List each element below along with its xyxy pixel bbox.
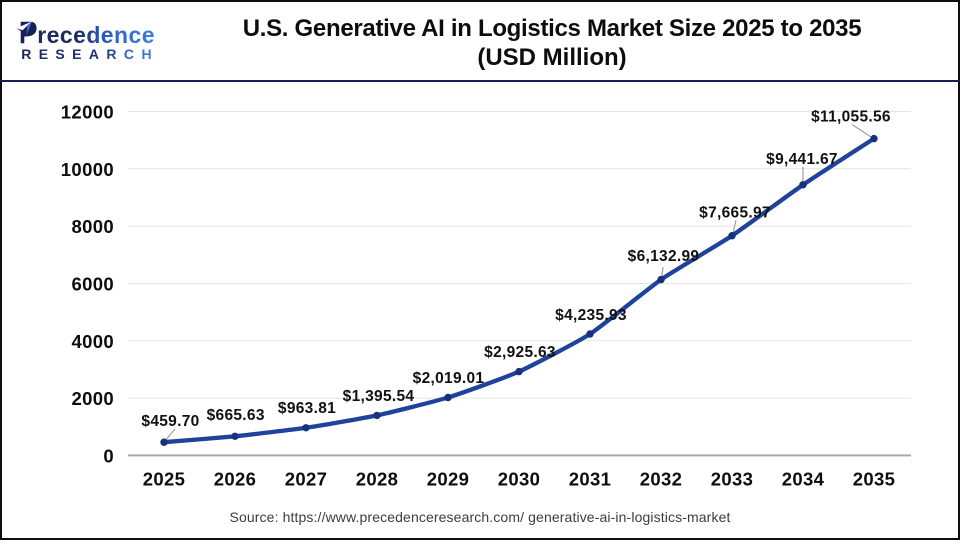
svg-text:$1,395.54: $1,395.54 — [343, 388, 415, 405]
svg-text:$2,019.01: $2,019.01 — [413, 370, 485, 387]
svg-text:2000: 2000 — [71, 388, 114, 409]
svg-text:2025: 2025 — [143, 469, 186, 490]
svg-text:$459.70: $459.70 — [141, 413, 199, 430]
svg-text:2026: 2026 — [214, 469, 257, 490]
svg-text:$4,235.93: $4,235.93 — [555, 307, 627, 324]
svg-text:2029: 2029 — [427, 469, 470, 490]
svg-text:10000: 10000 — [61, 159, 114, 180]
svg-text:2030: 2030 — [498, 469, 541, 490]
svg-text:2028: 2028 — [356, 469, 399, 490]
svg-text:2034: 2034 — [782, 469, 825, 490]
svg-text:12000: 12000 — [61, 102, 114, 123]
svg-text:8000: 8000 — [71, 216, 114, 237]
svg-text:2035: 2035 — [853, 469, 896, 490]
svg-text:$7,665.97: $7,665.97 — [699, 205, 771, 222]
svg-text:4000: 4000 — [71, 331, 114, 352]
svg-text:2032: 2032 — [640, 469, 683, 490]
svg-text:recedence: recedence — [37, 22, 155, 48]
svg-text:2031: 2031 — [569, 469, 612, 490]
svg-text:$6,132.99: $6,132.99 — [628, 248, 700, 265]
svg-text:6000: 6000 — [71, 274, 114, 295]
svg-text:$2,925.63: $2,925.63 — [484, 344, 556, 361]
svg-text:0: 0 — [103, 445, 114, 466]
svg-text:$9,441.67: $9,441.67 — [766, 151, 838, 168]
svg-text:2033: 2033 — [711, 469, 754, 490]
svg-text:2027: 2027 — [285, 469, 328, 490]
svg-text:$665.63: $665.63 — [207, 407, 265, 424]
svg-text:$11,055.56: $11,055.56 — [811, 109, 891, 126]
svg-text:RESEARCH: RESEARCH — [21, 46, 159, 62]
svg-text:$963.81: $963.81 — [278, 400, 336, 417]
